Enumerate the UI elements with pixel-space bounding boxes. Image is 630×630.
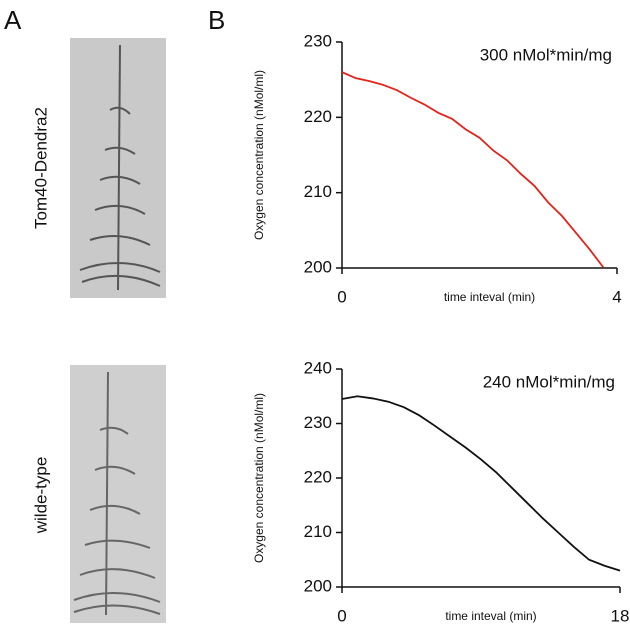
annotation: 300 nMol*min/mg bbox=[480, 45, 612, 64]
y-tick-label: 200 bbox=[304, 257, 332, 276]
y-tick-label: 200 bbox=[304, 576, 332, 595]
y-tick-label: 230 bbox=[304, 413, 332, 432]
image-label: wilde-type bbox=[31, 457, 50, 535]
y-tick-label: 210 bbox=[304, 182, 332, 201]
x-tick-label: 4 bbox=[612, 287, 621, 306]
photo bbox=[70, 38, 166, 298]
x-tick-label: 0 bbox=[337, 606, 346, 625]
y-axis-label: Oxygen concentration (nMol/ml) bbox=[252, 70, 266, 240]
y-tick-label: 220 bbox=[304, 107, 332, 126]
y-tick-label: 220 bbox=[304, 467, 332, 486]
data-line bbox=[341, 395, 621, 572]
x-axis-label: time inteval (min) bbox=[444, 290, 535, 304]
x-axis-label: time inteval (min) bbox=[445, 609, 536, 623]
annotation: 240 nMol*min/mg bbox=[483, 372, 615, 391]
x-tick-label: 18 bbox=[611, 606, 630, 625]
y-tick-label: 230 bbox=[304, 31, 332, 50]
x-tick-label: 0 bbox=[337, 287, 346, 306]
panel-label: B bbox=[208, 5, 225, 35]
panel-label: A bbox=[4, 5, 22, 35]
photo bbox=[70, 365, 166, 623]
y-tick-label: 240 bbox=[304, 358, 332, 377]
image-label: Tom40-Dendra2 bbox=[31, 107, 50, 229]
y-axis-label: Oxygen concentration (nMol/ml) bbox=[252, 393, 266, 563]
y-tick-label: 210 bbox=[304, 522, 332, 541]
data-line bbox=[341, 71, 604, 268]
